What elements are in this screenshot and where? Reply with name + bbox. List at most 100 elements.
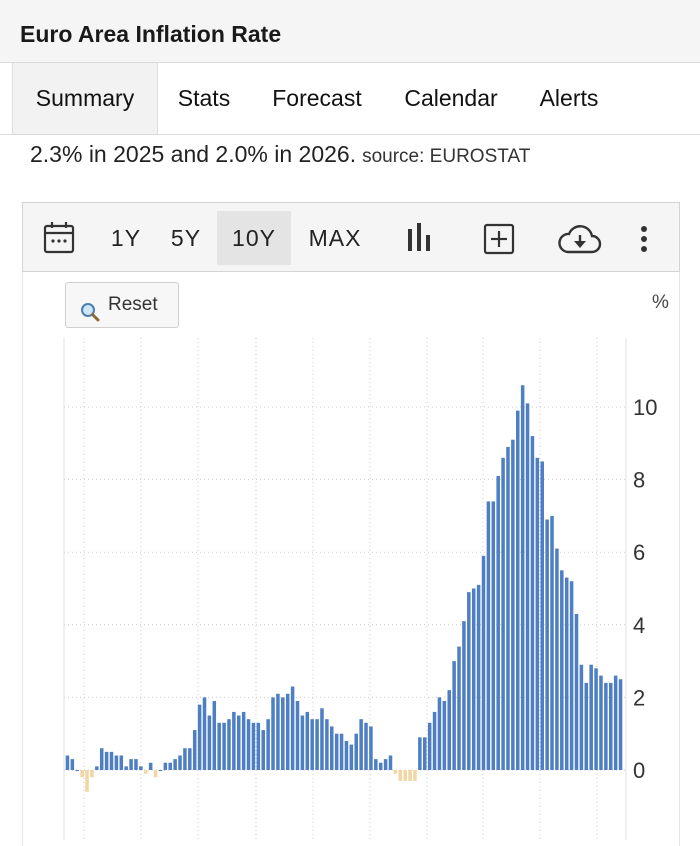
bar bbox=[408, 770, 412, 781]
tab-calendar[interactable]: Calendar bbox=[404, 85, 498, 111]
bar bbox=[99, 748, 104, 770]
tab-stats[interactable]: Stats bbox=[177, 85, 231, 111]
bar bbox=[227, 719, 231, 770]
bar bbox=[144, 770, 148, 774]
bar bbox=[207, 715, 212, 770]
bar bbox=[202, 697, 207, 770]
chart-area bbox=[22, 272, 680, 846]
bar bbox=[383, 759, 388, 770]
bar bbox=[545, 519, 549, 770]
bar bbox=[535, 457, 540, 770]
page-title: Euro Area Inflation Rate bbox=[20, 21, 282, 47]
bar bbox=[609, 682, 613, 770]
y-tick-label: 8 bbox=[633, 468, 645, 493]
summary-text: 2.3% in 2025 and 2.0% in 2026. source: EU… bbox=[30, 141, 530, 168]
bar bbox=[476, 584, 481, 770]
bar bbox=[398, 770, 403, 781]
bar bbox=[320, 708, 324, 770]
y-tick-label: 10 bbox=[633, 395, 657, 420]
range-5y-button[interactable]: 5Y bbox=[170, 225, 202, 251]
bar bbox=[369, 726, 373, 770]
bar bbox=[212, 701, 217, 770]
reset-label: Reset bbox=[108, 294, 158, 315]
bar bbox=[423, 737, 427, 770]
bar bbox=[359, 719, 363, 770]
bar bbox=[266, 719, 270, 770]
range-max-button[interactable]: MAX bbox=[308, 225, 362, 251]
unit-label: % bbox=[652, 292, 669, 313]
bar bbox=[256, 722, 261, 770]
range-1y-button[interactable]: 1Y bbox=[110, 225, 142, 251]
bar bbox=[158, 770, 163, 771]
tab-forecast[interactable]: Forecast bbox=[272, 85, 362, 111]
more-vert-icon[interactable] bbox=[639, 225, 649, 258]
bar bbox=[148, 762, 153, 770]
bar bbox=[232, 711, 236, 770]
bar bbox=[90, 770, 94, 778]
y-tick-label: 0 bbox=[633, 758, 645, 783]
bar bbox=[173, 759, 177, 770]
bar bbox=[432, 711, 437, 770]
bar bbox=[594, 668, 598, 770]
bar bbox=[178, 755, 182, 770]
summary-forecast-text: 2.3% in 2025 and 2.0% in 2026. bbox=[30, 141, 357, 167]
bar bbox=[393, 770, 398, 774]
bar bbox=[290, 686, 295, 770]
bar bbox=[168, 762, 172, 770]
bar bbox=[520, 385, 525, 770]
bar bbox=[124, 766, 128, 770]
bar bbox=[501, 457, 505, 770]
bar bbox=[276, 693, 280, 770]
y-tick-label: 2 bbox=[633, 685, 645, 710]
bar bbox=[560, 570, 564, 770]
tab-bar: Summary Stats Forecast Calendar Alerts bbox=[0, 63, 700, 135]
bar bbox=[564, 577, 569, 770]
bar bbox=[574, 613, 579, 770]
bar bbox=[442, 701, 447, 770]
bar bbox=[163, 762, 168, 770]
bar bbox=[334, 733, 339, 770]
bar bbox=[281, 697, 285, 770]
bar bbox=[516, 410, 520, 770]
bar bbox=[192, 730, 197, 770]
bar bbox=[75, 770, 79, 771]
tab-summary[interactable]: Summary bbox=[12, 63, 158, 134]
bar bbox=[555, 548, 559, 770]
y-tick-label: 4 bbox=[633, 613, 645, 638]
bar bbox=[452, 661, 456, 770]
add-box-icon[interactable] bbox=[483, 223, 515, 260]
bar bbox=[197, 704, 202, 770]
bar bbox=[486, 501, 491, 770]
bar bbox=[530, 436, 535, 770]
bar bbox=[589, 664, 593, 770]
bar bbox=[540, 461, 544, 770]
bar bbox=[364, 722, 368, 770]
bar bbox=[295, 701, 300, 770]
bar bbox=[491, 501, 496, 770]
bar-chart-icon[interactable] bbox=[405, 223, 433, 258]
bar bbox=[80, 770, 84, 778]
bar bbox=[471, 588, 476, 770]
bar bbox=[569, 581, 574, 770]
cloud-download-icon[interactable] bbox=[558, 225, 602, 260]
bar bbox=[481, 555, 486, 770]
bar bbox=[104, 751, 109, 770]
bar bbox=[246, 719, 251, 770]
bar bbox=[315, 719, 319, 770]
bar bbox=[95, 766, 99, 770]
tab-alerts[interactable]: Alerts bbox=[539, 85, 599, 111]
bar bbox=[251, 722, 256, 770]
bar bbox=[129, 759, 133, 770]
bar bbox=[550, 515, 554, 770]
bar bbox=[114, 755, 119, 770]
bar bbox=[139, 766, 143, 770]
source-label: source: EUROSTAT bbox=[362, 146, 531, 167]
bar bbox=[506, 446, 510, 770]
bar bbox=[70, 759, 75, 770]
calendar-icon[interactable] bbox=[43, 221, 75, 260]
bar bbox=[271, 697, 275, 770]
bar bbox=[85, 770, 89, 792]
range-10y-button[interactable]: 10Y bbox=[217, 211, 291, 265]
reset-zoom-button[interactable]: Reset bbox=[65, 282, 179, 328]
